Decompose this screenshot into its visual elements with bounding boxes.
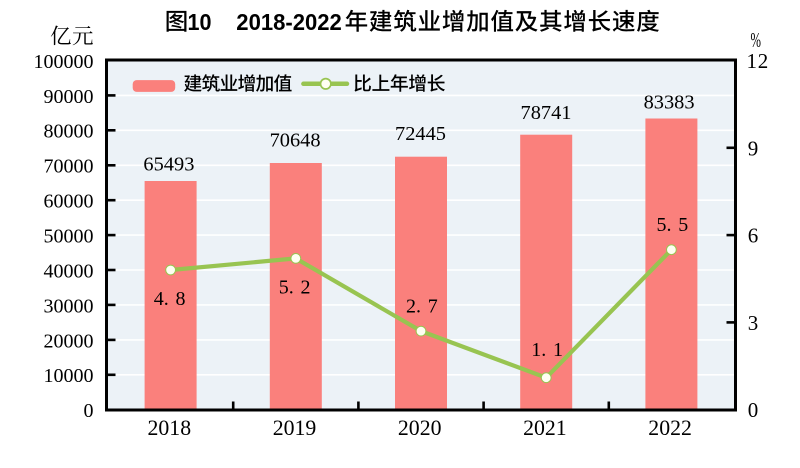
svg-text:70648: 70648 bbox=[270, 130, 321, 152]
svg-text:70000: 70000 bbox=[44, 156, 94, 178]
svg-text:78741: 78741 bbox=[521, 102, 572, 124]
svg-text:2020: 2020 bbox=[398, 416, 442, 440]
svg-text:5.: 5. bbox=[657, 214, 672, 236]
svg-text:50000: 50000 bbox=[44, 226, 94, 248]
svg-text:4.: 4. bbox=[154, 288, 169, 310]
svg-text:83383: 83383 bbox=[644, 92, 695, 114]
svg-text:40000: 40000 bbox=[44, 260, 94, 282]
svg-text:5.: 5. bbox=[279, 277, 294, 299]
svg-text:5: 5 bbox=[678, 214, 688, 236]
svg-text:80000: 80000 bbox=[44, 121, 94, 143]
svg-text:2018-2022: 2018-2022 bbox=[236, 9, 341, 35]
svg-text:20000: 20000 bbox=[44, 330, 94, 352]
svg-text:0: 0 bbox=[84, 400, 94, 422]
svg-text:10: 10 bbox=[188, 9, 212, 35]
svg-text:6: 6 bbox=[748, 224, 759, 248]
svg-text:2019: 2019 bbox=[273, 416, 317, 440]
svg-text:3: 3 bbox=[748, 311, 759, 335]
svg-text:2022: 2022 bbox=[648, 416, 692, 440]
svg-text:30000: 30000 bbox=[44, 295, 94, 317]
svg-text:12: 12 bbox=[747, 49, 770, 73]
svg-text:2.: 2. bbox=[406, 296, 421, 318]
svg-text:2: 2 bbox=[301, 277, 311, 299]
svg-text:8: 8 bbox=[176, 288, 186, 310]
svg-text:%: % bbox=[751, 28, 762, 52]
svg-text:0: 0 bbox=[748, 398, 759, 422]
svg-text:65493: 65493 bbox=[143, 154, 194, 176]
svg-text:10000: 10000 bbox=[44, 365, 94, 387]
svg-text:9: 9 bbox=[748, 136, 759, 160]
svg-text:60000: 60000 bbox=[44, 191, 94, 213]
svg-text:2021: 2021 bbox=[523, 416, 567, 440]
svg-text:72445: 72445 bbox=[395, 123, 446, 145]
svg-text:100000: 100000 bbox=[34, 51, 94, 73]
svg-text:90000: 90000 bbox=[44, 86, 94, 108]
svg-text:2018: 2018 bbox=[148, 416, 192, 440]
svg-text:7: 7 bbox=[428, 296, 438, 318]
svg-text:1.: 1. bbox=[531, 339, 546, 361]
svg-text:1: 1 bbox=[553, 339, 563, 361]
